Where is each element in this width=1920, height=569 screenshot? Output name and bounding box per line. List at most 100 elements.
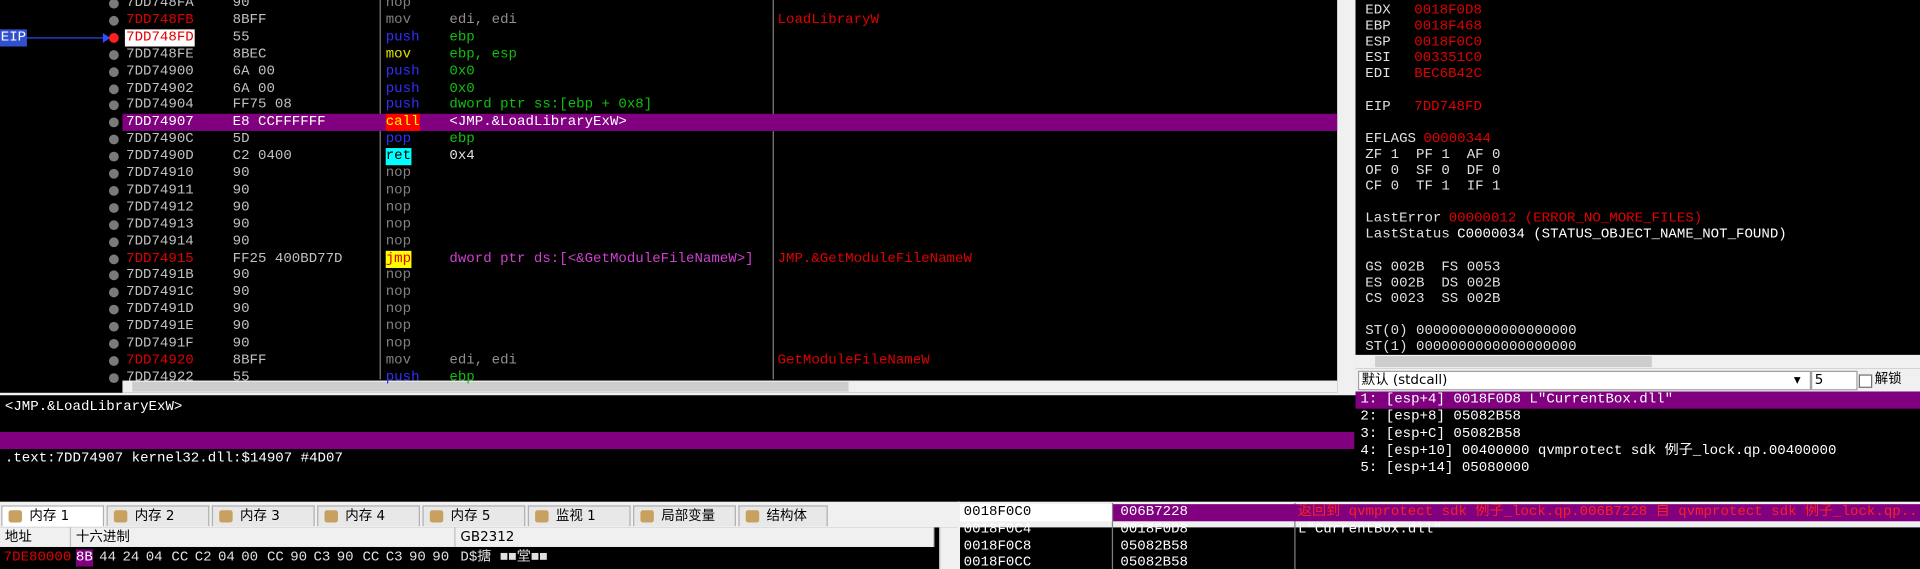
register-name: GS 002B FS 0053 [1365, 258, 1501, 275]
tab-icon [640, 510, 654, 523]
address: 7DD7490C [126, 131, 194, 148]
register-line: GS 002B FS 0053 [1365, 259, 1904, 282]
stack-value: 006B7228 [1120, 504, 1189, 521]
scroll-thumb[interactable] [1375, 356, 1652, 368]
register-value: C0000034 (STATUS_OBJECT_NAME_NOT_FOUND) [1457, 226, 1787, 243]
register-value: 00000344 [1423, 130, 1491, 147]
mnemonic: call [385, 114, 420, 132]
address: 7DD7491C [126, 284, 194, 301]
tab[interactable]: 内存 2 [106, 505, 210, 527]
comment: GetModuleFileNameW [777, 352, 930, 369]
dump-byte: 90 [432, 549, 450, 566]
tab[interactable]: 监视 1 [527, 505, 631, 527]
mnemonic: push [385, 97, 420, 114]
bytes: 5D [232, 131, 250, 148]
mnemonic: nop [385, 165, 412, 182]
register-name: OF 0 SF 0 DF 0 [1365, 162, 1501, 179]
address: 7DD7491F [126, 335, 194, 352]
mnemonic: nop [385, 301, 412, 318]
register-line: EDX 0018F0D8 [1365, 2, 1904, 25]
stack-selected-row [1113, 504, 1920, 522]
convention-select[interactable]: 默认 (stdcall) [1357, 370, 1812, 391]
register-name: ST(1) 0000000000000000000 [1365, 339, 1577, 355]
select-arrow[interactable]: ▾ [1793, 371, 1801, 388]
register-value: 7DD748FD [1414, 98, 1482, 115]
dump-byte: 44 [99, 549, 117, 566]
stack-comment: 返回到 qvmprotect sdk 例子_lock.qp.006B7228 自… [1297, 504, 1917, 521]
breakpoint-dot [108, 100, 119, 111]
register-line: EBP 0018F468 [1365, 18, 1904, 41]
dump-byte: 00 [241, 549, 259, 566]
tab-icon [324, 510, 338, 523]
operands: dword ptr ss:[ebp + 0x8] [449, 97, 653, 114]
bytes: E8 CCFFFFFF [232, 114, 326, 131]
address: 7DD7491D [126, 301, 194, 318]
tab[interactable]: 局部变量 [633, 505, 736, 527]
unlock-label[interactable]: 解锁 [1874, 370, 1902, 387]
bytes: 90 [232, 284, 250, 301]
bytes: FF25 400BD77D [232, 250, 343, 267]
breakpoint-dot [108, 253, 119, 264]
unlock-checkbox[interactable] [1858, 374, 1873, 388]
argument-count[interactable]: 5 [1811, 370, 1858, 391]
register-line: EDI BEC6B42C [1365, 67, 1904, 90]
mnemonic: push [385, 80, 420, 97]
mnemonic: ret [385, 148, 412, 166]
tab-icon [429, 510, 444, 523]
register-line: CS 0023 SS 002B [1365, 291, 1904, 314]
address: 7DD748FE [126, 46, 194, 63]
tab[interactable]: 内存 4 [317, 505, 421, 527]
register-name: ESI [1365, 50, 1391, 67]
breakpoint-dot [108, 372, 119, 383]
dump-byte: 8B [75, 549, 93, 567]
tab[interactable]: 内存 5 [422, 505, 526, 527]
splitter[interactable] [1337, 0, 1356, 395]
dump-byte: 04 [217, 549, 235, 566]
register-name: ZF 1 PF 1 AF 0 [1365, 146, 1501, 163]
mnemonic: nop [385, 335, 412, 352]
stack-address: 0018F0CC [963, 554, 1032, 569]
register-line: LastStatus C0000034 (STATUS_OBJECT_NAME_N… [1365, 227, 1904, 250]
tab[interactable]: 结构体 [738, 505, 828, 527]
breakpoint-dot [108, 304, 119, 315]
bytes: C2 0400 [232, 148, 292, 165]
bytes: 90 [232, 267, 250, 284]
breakpoint-dot [108, 134, 119, 145]
stack-value: 05082B58 [1120, 537, 1189, 554]
dump-byte: C3 [385, 549, 403, 566]
register-name: EFLAGS [1365, 130, 1417, 147]
mnemonic: push [385, 29, 420, 46]
tab-icon [535, 510, 549, 523]
stack-address: 0018F0C0 [963, 504, 1032, 521]
register-line: LastError 00000012 (ERROR_NO_MORE_FILES) [1365, 211, 1904, 234]
stack-separator [1294, 502, 1296, 569]
register-scrollbar[interactable] [1355, 354, 1920, 369]
stack-comment: L"CurrentBox.dll" [1297, 521, 1442, 537]
dump-byte: 90 [290, 549, 308, 566]
register-line: CF 0 TF 1 IF 1 [1365, 179, 1904, 202]
dump-byte: CC [171, 549, 189, 566]
breakpoint-dot [108, 15, 119, 26]
dump-byte: 04 [145, 549, 163, 566]
horizontal-scrollbar[interactable] [122, 380, 1338, 393]
address: 7DD74904 [126, 97, 194, 114]
dump-scrollbar[interactable] [939, 527, 959, 569]
column-separator [379, 0, 381, 380]
breakpoint-dot [108, 185, 119, 196]
tab[interactable]: 内存 1 [1, 505, 105, 527]
address: 7DD74900 [126, 63, 194, 80]
tab-icon [745, 510, 760, 523]
scroll-thumb[interactable] [132, 381, 849, 392]
splitter[interactable] [957, 501, 961, 569]
operands: ebp [449, 369, 475, 386]
address: 7DD74911 [126, 182, 194, 199]
bytes: FF75 08 [232, 97, 292, 114]
tab[interactable]: 内存 3 [211, 505, 315, 527]
mnemonic: pop [385, 131, 412, 148]
mnemonic: mov [385, 12, 412, 29]
mnemonic: jmp [385, 250, 412, 268]
breakpoint-dot [108, 270, 119, 281]
address: 7DD74907 [126, 114, 194, 131]
splitter[interactable] [0, 392, 1356, 396]
stack-value: 0018F0D8 [1120, 521, 1189, 537]
